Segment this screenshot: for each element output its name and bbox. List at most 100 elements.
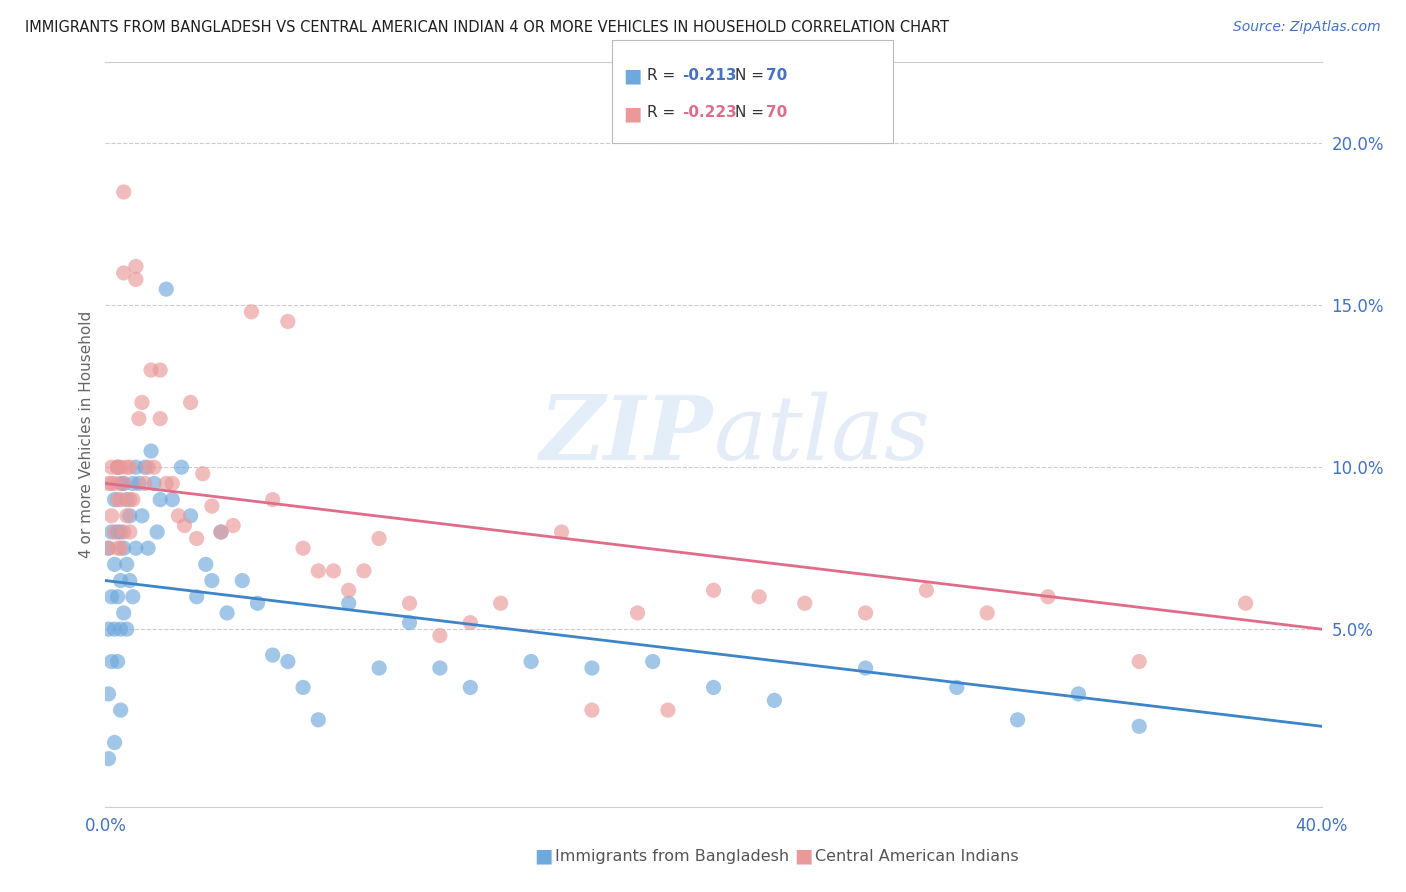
Point (657, 703, 679, 717)
Point (110, 574, 132, 588)
Point (103, 476, 125, 491)
Point (115, 558, 138, 572)
Point (103, 558, 125, 572)
Point (915, 583, 938, 598)
Point (100, 590, 122, 604)
Point (100, 460, 122, 475)
Point (1234, 596, 1257, 610)
Point (149, 363, 172, 377)
Point (97, 541, 120, 556)
Point (793, 596, 815, 610)
Point (262, 492, 284, 507)
Point (97, 476, 120, 491)
Point (115, 508, 138, 523)
Point (307, 713, 329, 727)
Point (112, 524, 135, 539)
Text: R =: R = (647, 68, 681, 83)
Point (125, 260, 148, 274)
Point (125, 460, 148, 475)
Point (292, 681, 315, 695)
Point (191, 467, 214, 481)
Point (115, 622, 138, 636)
Point (155, 476, 177, 491)
Point (107, 460, 129, 475)
Point (112, 476, 135, 491)
Text: Source: ZipAtlas.com: Source: ZipAtlas.com (1233, 20, 1381, 34)
Point (162, 492, 184, 507)
Point (149, 492, 172, 507)
Point (97, 687, 120, 701)
Point (162, 476, 184, 491)
Text: -0.223: -0.223 (682, 105, 737, 120)
Point (107, 460, 129, 475)
Text: atlas: atlas (713, 392, 929, 478)
Text: 70: 70 (766, 105, 787, 120)
Point (429, 661, 451, 675)
Point (107, 655, 129, 669)
Point (128, 476, 150, 491)
Point (201, 499, 224, 513)
Point (118, 574, 141, 588)
Point (115, 492, 138, 507)
Point (217, 606, 239, 620)
Point (143, 460, 166, 475)
Point (222, 518, 245, 533)
Point (110, 524, 132, 539)
Point (1067, 687, 1090, 701)
Point (458, 681, 481, 695)
Point (180, 395, 202, 409)
Point (277, 655, 299, 669)
Point (112, 266, 135, 280)
Point (458, 615, 481, 630)
Point (277, 314, 299, 328)
Point (107, 590, 129, 604)
Point (337, 583, 360, 598)
Y-axis label: 4 or more Vehicles in Household: 4 or more Vehicles in Household (79, 311, 94, 558)
Point (103, 492, 125, 507)
Point (581, 661, 603, 675)
Text: ■: ■ (794, 847, 813, 866)
Point (100, 655, 122, 669)
Point (131, 508, 153, 523)
Point (136, 541, 159, 556)
Point (103, 735, 125, 749)
Point (136, 460, 159, 475)
Point (131, 395, 153, 409)
Point (398, 596, 420, 610)
Point (167, 508, 190, 523)
Point (149, 411, 172, 425)
Point (121, 590, 143, 604)
Point (103, 622, 125, 636)
Text: -0.213: -0.213 (682, 68, 737, 83)
Text: ZIP: ZIP (540, 392, 713, 478)
Point (641, 655, 664, 669)
Point (1036, 590, 1059, 604)
Point (107, 541, 129, 556)
Point (322, 564, 344, 578)
Text: IMMIGRANTS FROM BANGLADESH VS CENTRAL AMERICAN INDIAN 4 OR MORE VEHICLES IN HOUS: IMMIGRANTS FROM BANGLADESH VS CENTRAL AM… (25, 20, 949, 35)
Point (353, 564, 375, 578)
Point (1128, 655, 1150, 669)
Point (173, 518, 195, 533)
Point (100, 476, 122, 491)
Point (118, 492, 141, 507)
Point (855, 661, 877, 675)
Point (97, 622, 120, 636)
Point (702, 681, 725, 695)
Point (429, 629, 451, 643)
Point (103, 524, 125, 539)
Point (763, 693, 786, 707)
Point (100, 508, 122, 523)
Point (110, 460, 132, 475)
Point (118, 524, 141, 539)
Point (155, 282, 177, 296)
Point (139, 444, 162, 458)
Point (240, 305, 263, 319)
Point (520, 655, 543, 669)
Point (112, 476, 135, 491)
Point (125, 541, 148, 556)
Point (398, 615, 420, 630)
Point (97, 752, 120, 766)
Point (1128, 719, 1150, 733)
Point (97, 541, 120, 556)
